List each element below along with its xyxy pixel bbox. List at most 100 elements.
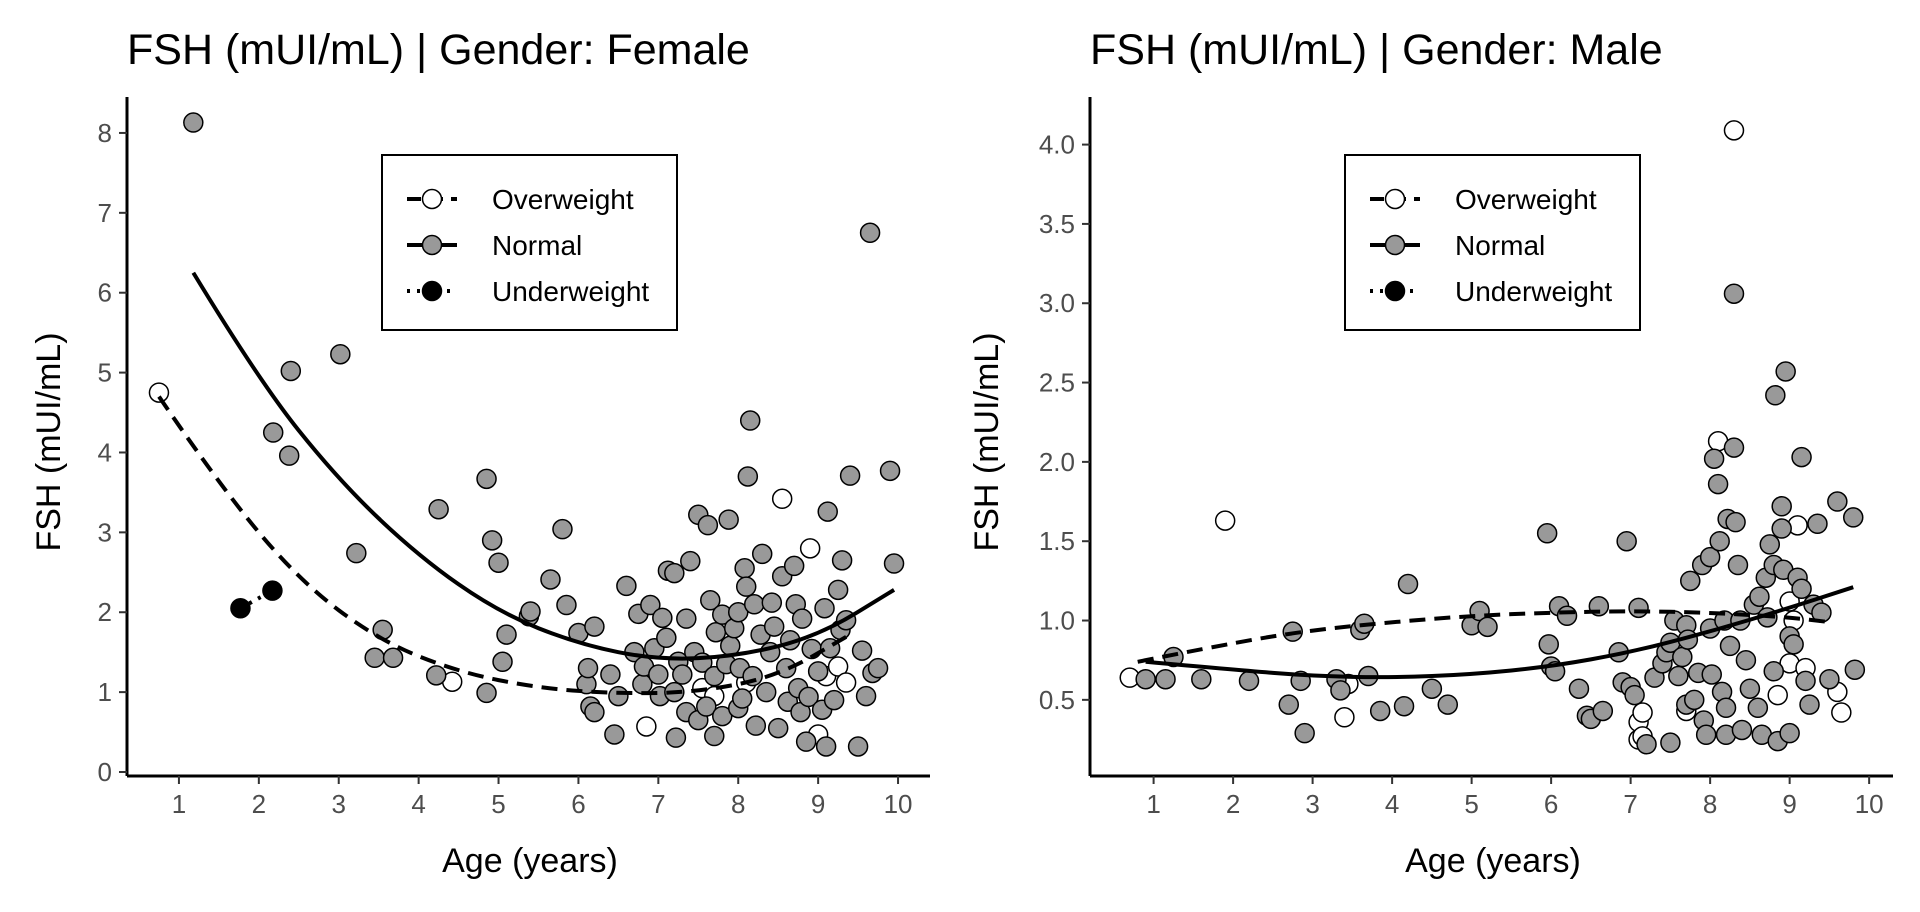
x-tick-label: 4 [411, 789, 425, 819]
x-axis-title: Age (years) [442, 842, 618, 880]
data-point [425, 665, 447, 686]
y-tick-label: 1 [98, 677, 112, 707]
data-point [1819, 668, 1840, 690]
data-point [584, 616, 605, 637]
legend-key-marker [1384, 234, 1406, 256]
series-normal-points [183, 112, 905, 757]
x-tick-label: 5 [1464, 789, 1478, 819]
data-point [1725, 511, 1746, 533]
data-point [648, 664, 669, 685]
x-tick-label: 10 [1855, 789, 1884, 819]
data-point [262, 580, 283, 601]
data-point [1807, 513, 1828, 535]
data-point [676, 608, 697, 629]
data-point [1771, 518, 1792, 539]
data-point [814, 597, 835, 619]
data-point [604, 724, 625, 745]
data-point [835, 672, 857, 693]
data-point [798, 686, 819, 708]
data-point [1749, 586, 1770, 607]
data-point [428, 498, 449, 520]
data-point [1715, 697, 1737, 719]
data-point [1831, 702, 1852, 723]
data-point [1731, 719, 1753, 741]
data-point [1739, 678, 1761, 699]
data-point [148, 382, 170, 403]
data-point [1795, 670, 1816, 692]
data-point [743, 594, 765, 615]
data-point [1538, 634, 1559, 655]
series-overweight-points [1119, 120, 1852, 750]
data-point [823, 689, 845, 711]
data-point [1723, 437, 1745, 458]
data-point [1592, 700, 1614, 722]
data-point [831, 550, 853, 571]
legend-label: Normal [492, 230, 582, 261]
data-point [1827, 491, 1848, 512]
panel-title: FSH (mUI/mL) | Gender: Female [127, 26, 750, 74]
data-point [697, 514, 719, 536]
data-point [737, 466, 759, 487]
data-point [520, 601, 541, 622]
data-point [636, 716, 657, 737]
legend: Overweight Normal Underweight [1344, 154, 1641, 331]
x-tick-label: 2 [1226, 789, 1240, 819]
data-point [807, 661, 829, 682]
data-point [476, 468, 497, 490]
data-point [1616, 530, 1637, 552]
panel-female: FSH (mUI/mL) | Gender: Female Age (years… [30, 26, 930, 880]
data-point [1672, 646, 1693, 668]
data-point [761, 592, 783, 613]
fit-line-normal [1145, 585, 1854, 680]
legend: Overweight Normal Underweight [381, 154, 678, 331]
y-tick-label: 2.0 [1039, 447, 1075, 477]
data-point [731, 688, 753, 709]
data-point [734, 558, 755, 579]
data-point [1191, 668, 1212, 690]
x-tick-label: 7 [651, 789, 665, 819]
data-point [364, 647, 385, 669]
fit-line-underweight [239, 588, 274, 610]
data-point [700, 590, 721, 611]
y-axis-title: FSH (mUI/mL) [968, 332, 1006, 551]
data-point [577, 657, 599, 679]
y-tick-label: 7 [98, 198, 112, 228]
y-tick-label: 3.5 [1039, 209, 1075, 239]
data-point [1437, 694, 1459, 715]
data-point [727, 601, 749, 623]
data-point [488, 552, 509, 573]
data-point [1709, 530, 1730, 552]
data-point [827, 579, 849, 601]
x-tick-label: 6 [571, 789, 585, 819]
data-point [795, 731, 817, 752]
data-point [883, 553, 905, 574]
plot-area: 1 2 3 4 5 6 7 8 9 10 0.5 1.0 1.5 2.0 2.5 3.0 3.5 4.0 [1039, 97, 1893, 819]
data-point [1842, 507, 1864, 528]
data-point [847, 736, 869, 757]
panel-male: FSH (mUI/mL) | Gender: Male Age (years) … [968, 26, 1893, 880]
x-tick-label: 8 [731, 789, 745, 819]
data-point [1844, 659, 1866, 680]
legend-key-marker [421, 234, 443, 256]
plot-area: 1 2 3 4 5 6 7 8 9 10 0 1 2 3 4 5 6 7 8 [98, 97, 930, 819]
data-point [1393, 695, 1415, 717]
data-point [584, 701, 605, 723]
data-point [839, 465, 861, 486]
x-tick-label: 6 [1544, 789, 1558, 819]
data-point [745, 715, 767, 736]
data-point [705, 621, 727, 643]
legend-key-marker [421, 188, 443, 210]
data-point [476, 682, 497, 704]
data-point [1628, 597, 1649, 619]
data-point [664, 562, 685, 584]
data-point [1695, 724, 1717, 746]
data-point [492, 651, 513, 673]
legend-label: Overweight [492, 184, 634, 215]
data-point [616, 575, 637, 597]
data-point [851, 640, 873, 661]
y-tick-label: 2.5 [1039, 368, 1075, 398]
data-point [1624, 684, 1645, 706]
data-point [1135, 668, 1156, 690]
data-point [556, 594, 577, 616]
